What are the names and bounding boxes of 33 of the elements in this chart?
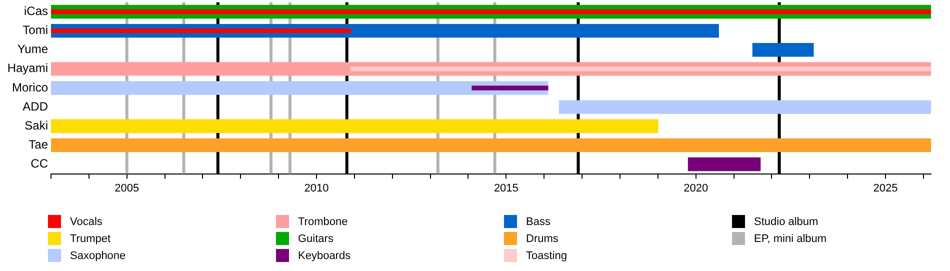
y-tick-label: Hayami bbox=[7, 61, 48, 76]
x-tick-label: 2025 bbox=[873, 182, 898, 194]
legend-label: Toasting bbox=[526, 250, 567, 262]
bar bbox=[558, 100, 931, 114]
x-tick-label: 2020 bbox=[684, 182, 708, 194]
y-tick-label: Morico bbox=[12, 80, 48, 94]
x-tick-label: 2015 bbox=[494, 182, 518, 194]
legend-label: Drums bbox=[526, 232, 558, 244]
bar bbox=[51, 81, 548, 95]
y-tick-label: iCas bbox=[24, 4, 48, 18]
legend-label: Vocals bbox=[70, 216, 102, 228]
legend-label: Guitars bbox=[298, 232, 334, 244]
bar bbox=[51, 9, 931, 14]
legend-label: Studio album bbox=[754, 216, 818, 228]
bar bbox=[51, 138, 931, 152]
x-tick-label: 2010 bbox=[304, 182, 329, 194]
legend-label: Keyboards bbox=[298, 250, 351, 262]
y-tick-label: Saki bbox=[24, 118, 48, 132]
y-tick-label: Tomi bbox=[22, 23, 48, 38]
bar bbox=[51, 119, 658, 133]
bar bbox=[752, 43, 814, 57]
y-tick-label: ADD bbox=[22, 99, 48, 114]
y-tick-label: Tae bbox=[28, 138, 48, 152]
y-tick-label: Yume bbox=[17, 42, 48, 56]
x-tick-label: 2005 bbox=[114, 182, 140, 194]
y-tick-label: CC bbox=[30, 156, 48, 171]
legend-label: EP, mini album bbox=[754, 232, 827, 244]
legend-label: Saxophone bbox=[70, 250, 126, 262]
bar bbox=[350, 66, 931, 72]
bar bbox=[51, 28, 351, 34]
legend-label: Bass bbox=[526, 216, 550, 228]
legend-label: Trumpet bbox=[70, 232, 111, 244]
legend-label: Trombone bbox=[298, 216, 348, 228]
